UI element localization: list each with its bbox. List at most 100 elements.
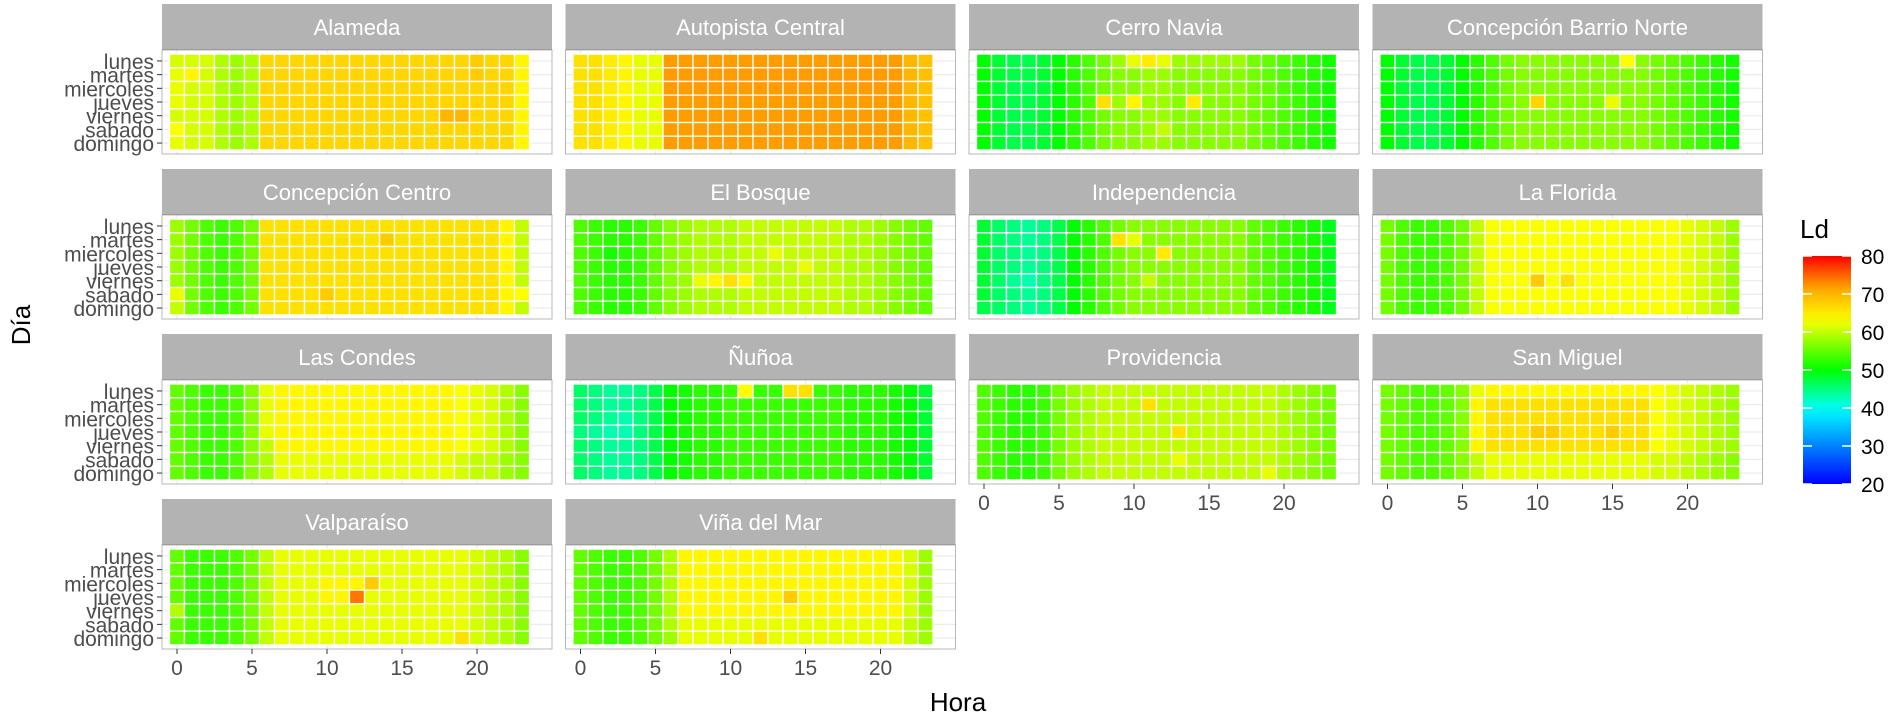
- heatmap-cell: 53: [782, 451, 799, 467]
- heatmap-cell: 60: [483, 630, 501, 646]
- heatmap-cell: 59: [1275, 397, 1293, 413]
- heatmap-cell: 59: [842, 300, 859, 316]
- x-tick-label: 0: [575, 657, 587, 680]
- heatmap-cell: 52: [1709, 80, 1726, 96]
- heatmap-cell: 58: [228, 67, 246, 83]
- heatmap-cell: 53: [1035, 383, 1053, 399]
- heatmap-cell: 67: [438, 53, 456, 69]
- heatmap-cell: 64: [812, 548, 829, 564]
- heatmap-cell: 52: [1065, 121, 1083, 137]
- heatmap-cell: 59: [213, 121, 231, 137]
- heatmap-cell: 45: [632, 410, 649, 426]
- heatmap-cell: 63: [1544, 218, 1561, 234]
- heatmap-cell: 59: [243, 53, 261, 69]
- heatmap-cell: 53: [1275, 273, 1293, 289]
- heatmap-cell: 52: [1469, 121, 1486, 137]
- heatmap-cell: 53: [1409, 273, 1426, 289]
- heatmap-cell: 53: [752, 451, 769, 467]
- heatmap-cell: 59: [1080, 451, 1098, 467]
- heatmap-cell: 70: [902, 108, 919, 124]
- heatmap-cell: 67: [318, 108, 336, 124]
- heatmap-cell: 67: [468, 80, 486, 96]
- heatmap-cell: 62: [303, 603, 321, 619]
- heatmap-cell: 60: [513, 259, 531, 275]
- panel-title: San Miguel: [1512, 345, 1622, 370]
- heatmap-cell: 54: [1260, 300, 1278, 316]
- heatmap-cell: 67: [378, 53, 396, 69]
- heatmap-cell: 66: [393, 300, 411, 316]
- heatmap-cell: 48: [990, 80, 1008, 96]
- heatmap-cell: 57: [1604, 108, 1621, 124]
- heatmap-cell: 64: [408, 410, 426, 426]
- heatmap-cell: 53: [602, 616, 619, 632]
- panel-title: Las Condes: [298, 345, 415, 370]
- heatmap-cell: 63: [1514, 300, 1531, 316]
- heatmap-cell: 57: [662, 286, 679, 302]
- heatmap-cell: 56: [183, 218, 201, 234]
- heatmap-cell: 58: [1065, 438, 1083, 454]
- heatmap-cell: 56: [647, 562, 664, 578]
- heatmap-cell: 59: [662, 548, 679, 564]
- heatmap-cell: 45: [1035, 218, 1053, 234]
- heatmap-cell: 53: [602, 630, 619, 646]
- heatmap-cell: 63: [1589, 232, 1606, 248]
- heatmap-cell: 60: [797, 300, 814, 316]
- heatmap-cell: 48: [917, 465, 934, 481]
- heatmap-cell: 66: [378, 245, 396, 261]
- heatmap-cell: 59: [662, 589, 679, 605]
- heatmap-cell: 66: [318, 273, 336, 289]
- heatmap-cell: 57: [1559, 53, 1576, 69]
- heatmap-cell: 60: [1185, 465, 1203, 481]
- heatmap-cell: 61: [902, 562, 919, 578]
- heatmap-cell: 60: [1215, 465, 1233, 481]
- heatmap-cell: 57: [1170, 245, 1188, 261]
- heatmap-cell: 67: [318, 67, 336, 83]
- heatmap-cell: 57: [1215, 94, 1233, 110]
- heatmap-cell: 54: [1439, 286, 1456, 302]
- heatmap-cell: 50: [902, 410, 919, 426]
- heatmap-cell: 63: [1589, 300, 1606, 316]
- heatmap-cell: 56: [1050, 438, 1068, 454]
- heatmap-cell: 63: [453, 424, 471, 440]
- heatmap-cell: 53: [767, 424, 784, 440]
- heatmap-cell: 57: [1200, 232, 1218, 248]
- heatmap-cell: 67: [288, 121, 306, 137]
- heatmap-cell: 50: [1379, 108, 1396, 124]
- heatmap-cell: 72: [887, 67, 904, 83]
- heatmap-cell: 45: [587, 438, 604, 454]
- heatmap-cell: 64: [348, 410, 366, 426]
- heatmap-cell: 52: [1290, 232, 1308, 248]
- heatmap-cell: 53: [797, 438, 814, 454]
- heatmap-cell: 57: [1185, 245, 1203, 261]
- heatmap-cell: 57: [1215, 286, 1233, 302]
- heatmap-cell: 51: [677, 451, 694, 467]
- heatmap-cell: 62: [408, 548, 426, 564]
- heatmap-cell: 59: [1275, 410, 1293, 426]
- heatmap-cell: 62: [647, 121, 664, 137]
- heatmap-cell: 64: [827, 575, 844, 591]
- panel: Concepción Barrio Norte50484747485052545…: [1372, 4, 1763, 155]
- heatmap-cell: 61: [468, 575, 486, 591]
- heatmap-cell: 52: [1709, 67, 1726, 83]
- heatmap-cell: 46: [572, 410, 589, 426]
- heatmap-cell: 52: [1065, 108, 1083, 124]
- heatmap-cell: 64: [1544, 383, 1561, 399]
- heatmap-cell: 62: [1604, 465, 1621, 481]
- heatmap-cell: 57: [1215, 108, 1233, 124]
- heatmap-cell: 44: [602, 397, 619, 413]
- heatmap-cell: 51: [1305, 259, 1323, 275]
- heatmap-cell: 52: [707, 397, 724, 413]
- heatmap-cell: 64: [857, 603, 874, 619]
- heatmap-cell: 72: [872, 108, 889, 124]
- heatmap-cell: 66: [363, 286, 381, 302]
- heatmap-cell: 57: [1454, 438, 1471, 454]
- heatmap-cell: 57: [887, 232, 904, 248]
- heatmap-cell: 57: [1454, 410, 1471, 426]
- heatmap-cell: 66: [408, 273, 426, 289]
- heatmap-cell: 57: [1110, 108, 1128, 124]
- heatmap-cell: 47: [1050, 218, 1068, 234]
- heatmap-cell: 52: [1290, 286, 1308, 302]
- heatmap-cell: 60: [782, 232, 799, 248]
- heatmap-cell: 55: [168, 630, 186, 646]
- heatmap-cell: 52: [692, 397, 709, 413]
